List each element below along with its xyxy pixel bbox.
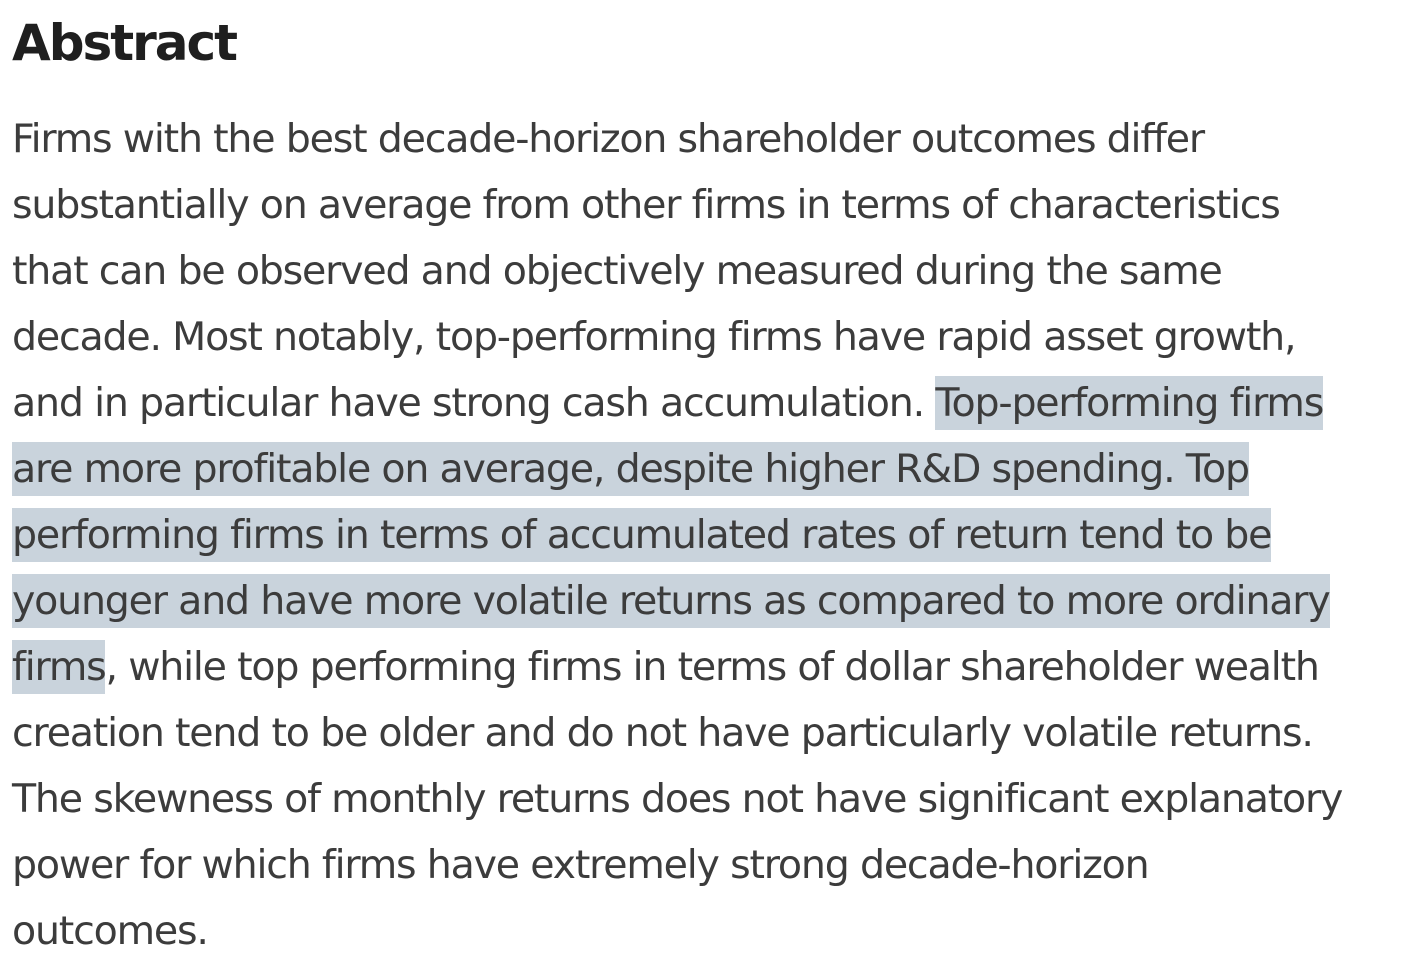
abstract-heading: Abstract — [12, 14, 238, 72]
abstract-line: Firms with the best decade-horizon share… — [12, 106, 1412, 172]
selected-text: performing firms in terms of accumulated… — [12, 508, 1272, 562]
abstract-line: The skewness of monthly returns does not… — [12, 766, 1412, 832]
abstract-line: younger and have more volatile returns a… — [12, 568, 1412, 634]
abstract-line: and in particular have strong cash accum… — [12, 370, 1412, 436]
line-text: creation tend to be older and do not hav… — [12, 710, 1314, 756]
line-text: substantially on average from other firm… — [12, 182, 1281, 228]
line-text: Firms with the best decade-horizon share… — [12, 116, 1205, 162]
line-text: that can be observed and objectively mea… — [12, 248, 1223, 294]
abstract-line: performing firms in terms of accumulated… — [12, 502, 1412, 568]
abstract-line: decade. Most notably, top-performing fir… — [12, 304, 1412, 370]
abstract-line: creation tend to be older and do not hav… — [12, 700, 1412, 766]
line-text: decade. Most notably, top-performing fir… — [12, 314, 1297, 360]
selected-text: firms — [12, 640, 107, 694]
abstract-line: that can be observed and objectively mea… — [12, 238, 1412, 304]
line-text: The skewness of monthly returns does not… — [12, 776, 1343, 822]
abstract-line: substantially on average from other firm… — [12, 172, 1412, 238]
line-text: and in particular have strong cash accum… — [12, 380, 936, 426]
line-text: outcomes. — [12, 908, 209, 954]
abstract-line: firms, while top performing firms in ter… — [12, 634, 1412, 700]
selected-text: are more profitable on average, despite … — [12, 442, 1250, 496]
abstract-line: outcomes. — [12, 898, 1412, 964]
selected-text: younger and have more volatile returns a… — [12, 574, 1331, 628]
line-text: power for which firms have extremely str… — [12, 842, 1150, 888]
abstract-body[interactable]: Firms with the best decade-horizon share… — [12, 106, 1412, 964]
abstract-line: power for which firms have extremely str… — [12, 832, 1412, 898]
abstract-line: are more profitable on average, despite … — [12, 436, 1412, 502]
line-text: , while top performing firms in terms of… — [105, 644, 1319, 690]
selected-text: Top-performing firms — [935, 376, 1324, 430]
abstract-section: Abstract Firms with the best decade-hori… — [12, 8, 1412, 964]
